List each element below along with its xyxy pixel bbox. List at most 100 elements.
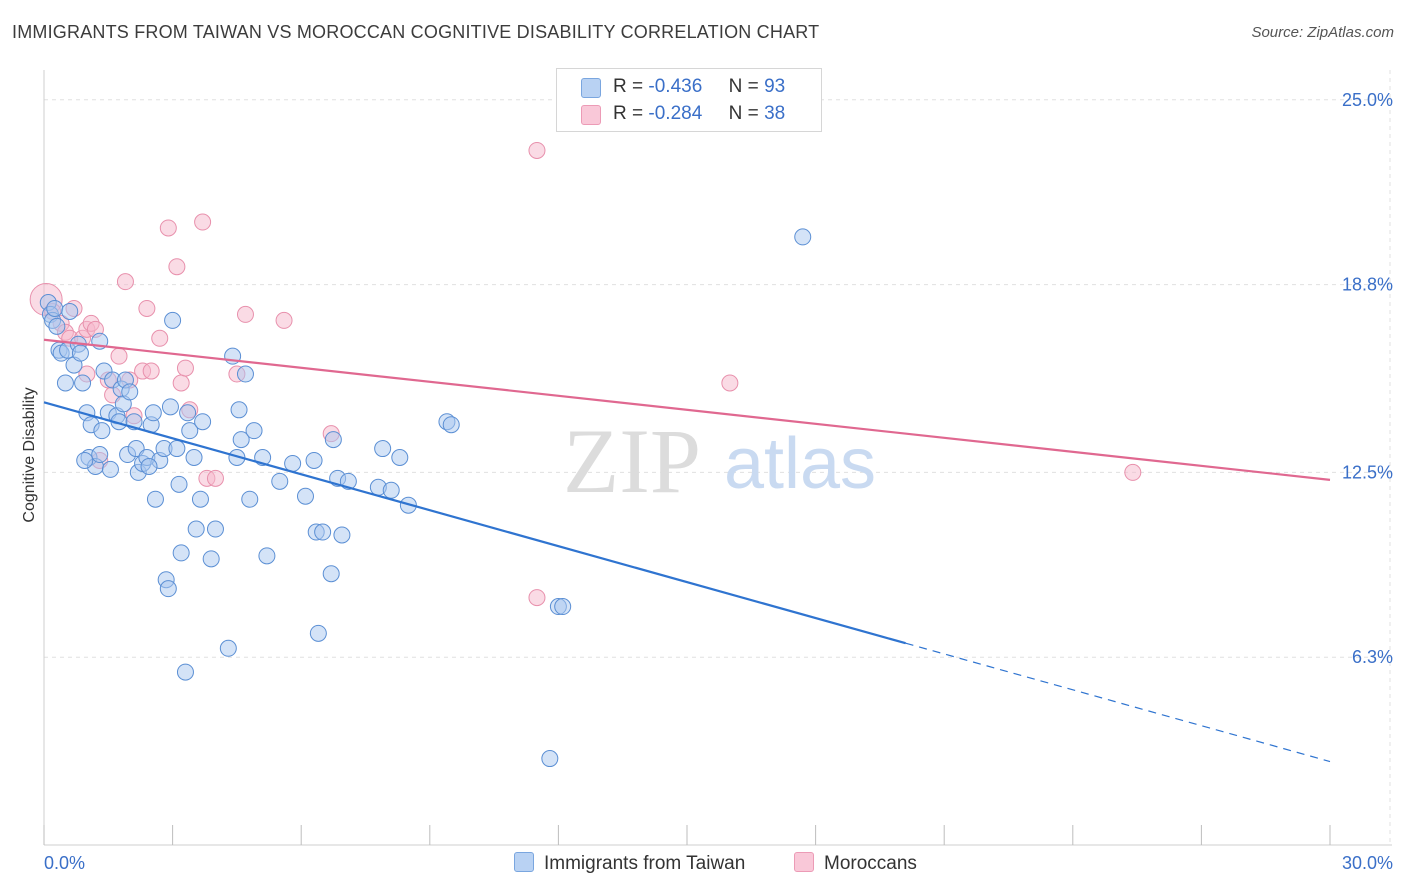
r-label: R =: [613, 76, 644, 97]
tick-labels: 6.3% 12.5% 18.8% 25.0% 0.0% 30.0%: [44, 90, 1393, 873]
moroccan-swatch: [581, 105, 601, 125]
taiwan-point: [161, 398, 179, 416]
chart-source: Source: ZipAtlas.com: [1251, 24, 1394, 41]
taiwan-point: [305, 451, 323, 469]
y-tick-label-0: 6.3%: [1352, 647, 1393, 667]
taiwan-point: [296, 487, 314, 505]
taiwan-point: [61, 302, 79, 320]
taiwan-point: [333, 526, 351, 544]
moroccan-point: [159, 219, 177, 237]
taiwan-point: [191, 490, 209, 508]
moroccan-point: [172, 374, 190, 392]
x-tick-label-0: 0.0%: [44, 853, 85, 873]
taiwan-point: [271, 472, 289, 490]
taiwan-trend-line: [43, 401, 906, 645]
taiwan-point: [121, 383, 139, 401]
taiwan-point: [322, 565, 340, 583]
moroccan-point: [528, 141, 546, 159]
taiwan-point: [442, 416, 460, 434]
n-value: 38: [764, 103, 786, 124]
y-tick-label-3: 25.0%: [1342, 90, 1393, 110]
moroccan-trend-line: [43, 338, 1331, 481]
r-label: R =: [613, 103, 644, 124]
moroccan-point: [142, 362, 160, 380]
legend-item-moroccan: Moroccans: [794, 851, 917, 877]
taiwan-point: [258, 547, 276, 565]
taiwan-point: [176, 663, 194, 681]
moroccan-point: [176, 359, 194, 377]
taiwan-point: [159, 580, 177, 598]
y-tick-label-1: 12.5%: [1342, 462, 1393, 482]
taiwan-point: [202, 550, 220, 568]
moroccan-point: [116, 273, 134, 291]
taiwan-legend-label: Immigrants from Taiwan: [544, 853, 746, 874]
moroccan-legend-swatch: [794, 852, 814, 872]
moroccan-point: [138, 299, 156, 317]
taiwan-point: [391, 449, 409, 466]
taiwan-swatch: [581, 78, 601, 98]
taiwan-point: [236, 365, 254, 383]
taiwan-point: [170, 475, 188, 493]
taiwan-point: [206, 520, 224, 538]
taiwan-point: [71, 344, 89, 362]
r-value: -0.436: [648, 76, 703, 97]
taiwan-point: [187, 520, 205, 538]
taiwan-point: [140, 457, 158, 475]
taiwan-point: [101, 460, 119, 478]
watermark-atlas: atlas: [724, 424, 876, 504]
taiwan-point: [172, 544, 190, 562]
taiwan-point: [219, 639, 237, 657]
axes: [43, 70, 1392, 846]
taiwan-point: [179, 404, 197, 422]
taiwan-point: [185, 449, 203, 466]
taiwan-point: [93, 422, 111, 440]
taiwan-point: [76, 451, 94, 469]
taiwan-point: [241, 490, 259, 508]
taiwan-point: [794, 228, 812, 246]
x-tick-label-1: 30.0%: [1342, 853, 1393, 873]
taiwan-trend-extension: [905, 642, 1331, 763]
r-value: -0.284: [648, 103, 703, 124]
taiwan-point: [309, 624, 327, 642]
moroccan-point: [194, 213, 212, 231]
taiwan-point: [74, 374, 92, 392]
y-tick-label-2: 18.8%: [1342, 275, 1393, 295]
chart-title: IMMIGRANTS FROM TAIWAN VS MOROCCAN COGNI…: [12, 22, 820, 42]
legend-item-taiwan: Immigrants from Taiwan: [514, 851, 745, 877]
taiwan-point: [144, 404, 162, 422]
moroccan-legend-label: Moroccans: [824, 853, 917, 874]
taiwan-point: [314, 523, 332, 541]
moroccan-point: [275, 311, 293, 329]
n-value: 93: [764, 76, 786, 97]
moroccan-point: [151, 329, 169, 347]
taiwan-point: [46, 299, 64, 317]
taiwan-legend-swatch: [514, 852, 534, 872]
taiwan-point: [324, 431, 342, 449]
n-label: N =: [728, 103, 759, 124]
taiwan-point: [554, 598, 572, 616]
taiwan-point: [194, 413, 212, 431]
moroccan-point: [168, 258, 186, 276]
taiwan-point: [56, 374, 74, 392]
taiwan-point: [284, 454, 302, 472]
taiwan-point: [91, 446, 109, 464]
taiwan-point: [164, 311, 182, 329]
moroccan-point: [206, 469, 224, 487]
moroccan-point: [721, 374, 739, 392]
moroccan-point: [528, 589, 546, 607]
taiwan-point: [382, 481, 400, 499]
taiwan-point: [245, 422, 263, 440]
taiwan-point: [374, 440, 392, 458]
trend-lines: [43, 338, 1331, 763]
moroccan-point: [110, 347, 128, 365]
taiwan-point: [146, 490, 164, 508]
taiwan-point: [232, 431, 250, 449]
taiwan-point: [541, 750, 559, 768]
taiwan-point: [181, 422, 199, 440]
stats-legend: R = -0.436 N = 93 R = -0.284 N = 38: [556, 68, 822, 132]
taiwan-point: [168, 440, 186, 458]
taiwan-point: [230, 401, 248, 419]
moroccan-point: [1124, 463, 1142, 481]
moroccan-point: [236, 305, 254, 323]
